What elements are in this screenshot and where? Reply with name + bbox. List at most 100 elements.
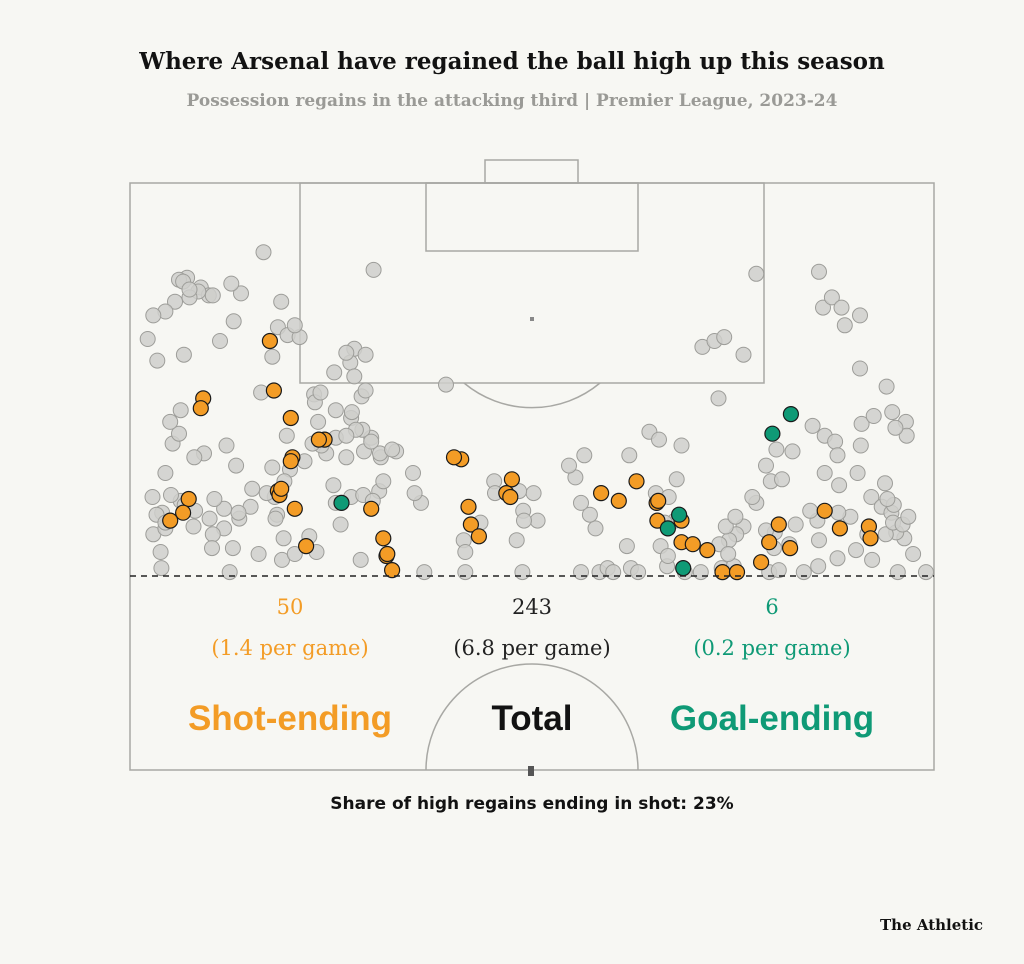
other-regain-point bbox=[357, 346, 374, 363]
penalty-spot bbox=[530, 317, 534, 321]
other-regain-point bbox=[877, 475, 893, 492]
brand-logo-text: The Athletic bbox=[880, 916, 984, 934]
other-regain-point bbox=[244, 480, 261, 497]
other-regain-point bbox=[815, 299, 831, 316]
goal-regain-point bbox=[764, 425, 781, 442]
total-label: Total bbox=[491, 699, 572, 738]
goal-frame bbox=[484, 159, 579, 184]
other-regain-point bbox=[206, 491, 223, 507]
other-regain-point bbox=[416, 564, 433, 581]
other-regain-point bbox=[162, 413, 179, 430]
shot-regain-point bbox=[462, 516, 479, 533]
other-regain-point bbox=[853, 415, 870, 432]
regain-points bbox=[139, 244, 934, 581]
total-per-game: (6.8 per game) bbox=[453, 636, 610, 660]
goal-count: 6 bbox=[765, 595, 778, 619]
other-regain-point bbox=[795, 564, 812, 581]
other-regain-point bbox=[587, 520, 604, 537]
other-regain-point bbox=[744, 489, 761, 505]
other-regain-point bbox=[651, 431, 667, 448]
other-regain-point bbox=[877, 526, 894, 543]
other-regain-point bbox=[618, 538, 635, 555]
other-regain-point bbox=[204, 526, 221, 543]
other-regain-point bbox=[811, 532, 827, 549]
other-regain-point bbox=[144, 489, 161, 505]
other-regain-point bbox=[365, 261, 382, 278]
other-regain-point bbox=[735, 346, 752, 363]
other-regain-point bbox=[250, 546, 267, 562]
other-regain-point bbox=[221, 564, 238, 581]
other-regain-point bbox=[829, 447, 846, 464]
shot-regain-point bbox=[265, 382, 282, 399]
other-regain-point bbox=[802, 502, 819, 519]
other-regain-point bbox=[275, 530, 292, 547]
other-regain-point bbox=[163, 487, 179, 503]
shot-regain-point bbox=[628, 473, 645, 490]
other-regain-point bbox=[185, 518, 202, 535]
other-regain-point bbox=[630, 564, 647, 581]
shot-regain-point bbox=[714, 563, 731, 581]
other-regain-point bbox=[849, 465, 866, 481]
shot-regain-point bbox=[770, 516, 787, 533]
shot-regain-point bbox=[502, 488, 519, 506]
shot-regain-point bbox=[273, 480, 290, 497]
other-regain-point bbox=[878, 378, 895, 395]
other-regain-point bbox=[286, 546, 303, 562]
other-regain-point bbox=[338, 449, 355, 466]
other-regain-point bbox=[748, 265, 765, 282]
shot-regain-point bbox=[363, 500, 380, 517]
pitch-markings bbox=[129, 159, 935, 771]
other-regain-point bbox=[204, 287, 221, 304]
other-regain-point bbox=[768, 441, 785, 458]
other-regain-point bbox=[338, 427, 355, 444]
other-regain-point bbox=[525, 485, 542, 502]
shot-regain-point bbox=[761, 534, 778, 551]
other-regain-point bbox=[659, 548, 676, 564]
shot-regain-point bbox=[592, 485, 610, 502]
other-regain-point bbox=[576, 447, 593, 464]
other-regain-point bbox=[405, 465, 421, 481]
other-regain-point bbox=[326, 364, 343, 381]
other-regain-point bbox=[529, 512, 546, 529]
shot-regain-point bbox=[261, 332, 278, 350]
other-regain-point bbox=[438, 376, 454, 393]
other-regain-point bbox=[363, 433, 380, 450]
other-regain-point bbox=[717, 518, 734, 535]
other-regain-point bbox=[264, 348, 281, 365]
other-regain-point bbox=[830, 504, 847, 521]
other-regain-point bbox=[167, 293, 183, 310]
shot-regain-point bbox=[816, 502, 833, 519]
other-regain-point bbox=[225, 313, 242, 330]
shot-regain-point bbox=[192, 400, 209, 417]
shot-count: 50 bbox=[277, 595, 304, 619]
other-regain-point bbox=[905, 546, 922, 562]
other-regain-point bbox=[879, 491, 896, 507]
other-regain-point bbox=[900, 508, 917, 525]
shot-regain-point bbox=[470, 528, 487, 545]
other-regain-point bbox=[810, 558, 827, 575]
other-regain-point bbox=[863, 489, 880, 505]
shot-regain-point bbox=[752, 554, 770, 571]
shot-regain-point bbox=[503, 471, 520, 488]
other-regain-point bbox=[864, 551, 881, 568]
other-regain-point bbox=[508, 532, 525, 549]
chart-title: Where Arsenal have regained the ball hig… bbox=[139, 48, 885, 75]
center-circle-arc bbox=[425, 663, 639, 771]
other-regain-point bbox=[784, 443, 801, 460]
other-regain-point bbox=[804, 417, 821, 434]
other-regain-point bbox=[325, 477, 342, 494]
shot-regain-point bbox=[831, 520, 849, 537]
other-regain-point bbox=[233, 285, 249, 302]
other-regain-point bbox=[384, 441, 401, 458]
other-regain-point bbox=[224, 540, 241, 557]
other-regain-point bbox=[787, 516, 804, 533]
other-regain-point bbox=[218, 437, 235, 454]
shot-regain-point bbox=[728, 563, 746, 581]
other-regain-point bbox=[175, 346, 192, 363]
other-regain-point bbox=[327, 402, 344, 419]
other-regain-point bbox=[264, 459, 281, 476]
other-regain-point bbox=[770, 562, 787, 579]
other-regain-point bbox=[605, 564, 622, 581]
other-regain-point bbox=[831, 477, 848, 494]
other-regain-point bbox=[255, 244, 272, 261]
